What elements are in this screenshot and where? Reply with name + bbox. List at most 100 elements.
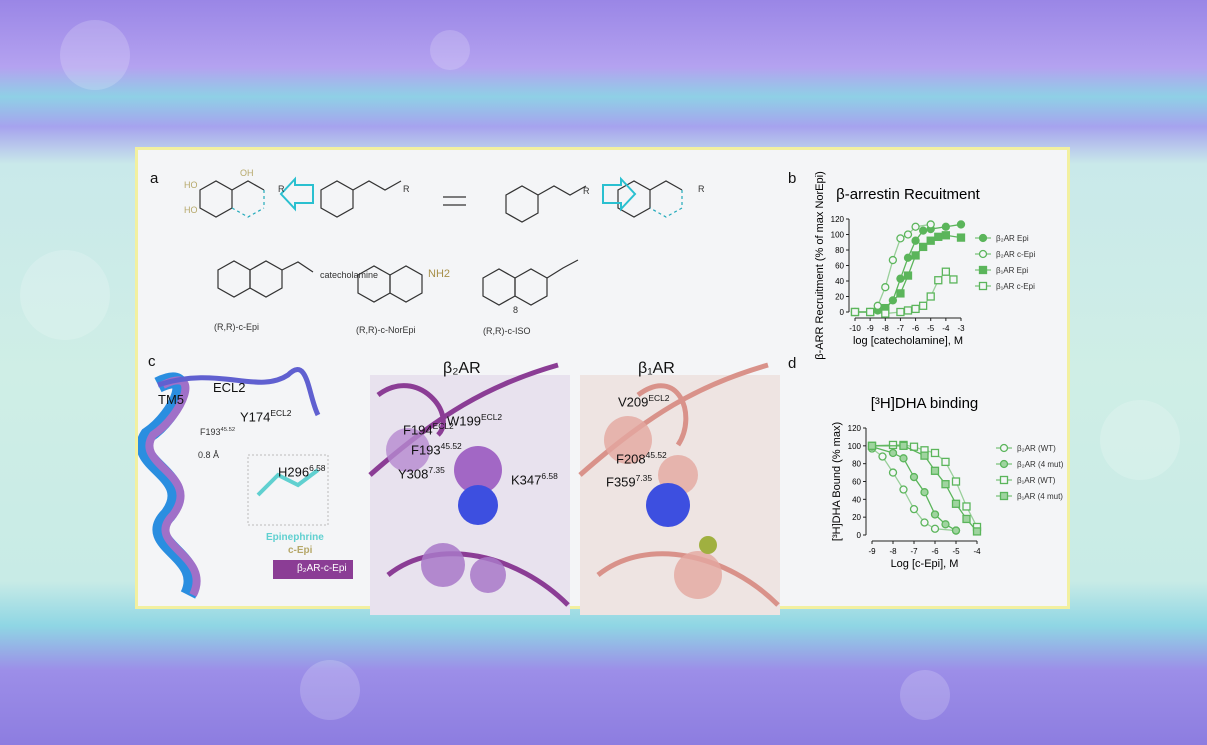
residue-label: H2966.58 (278, 463, 326, 480)
x-tick-label: -5 (927, 324, 935, 333)
data-point (920, 518, 929, 527)
nh2-label: NH2 (428, 268, 451, 280)
compound-name: (R,R)-c-NorEpi (356, 325, 416, 335)
x-tick-label: -7 (897, 324, 905, 333)
y-tick-label: 40 (835, 277, 844, 286)
data-point (903, 271, 913, 280)
legend-label: β₁AR Epi (996, 266, 1028, 275)
data-point (956, 220, 966, 229)
x-tick-label: -6 (912, 324, 920, 333)
data-point (878, 452, 887, 461)
x-tick-label: -4 (973, 547, 981, 556)
y-tick-label: 80 (852, 460, 861, 469)
data-point (896, 289, 905, 298)
protein-structures (138, 362, 780, 615)
arrow-right-icon (602, 176, 637, 212)
residue-label: K3476.58 (511, 471, 558, 488)
arrow-left-icon (279, 176, 314, 212)
legend-label: β₁AR (WT) (1017, 476, 1056, 485)
panel-a-label: a (150, 170, 159, 187)
y-axis-label: β-ARR Recruitment (% of max NorEpi) (814, 171, 826, 359)
panel-d-label: d (788, 355, 797, 372)
data-point (909, 472, 919, 482)
data-point (978, 265, 988, 275)
data-point (999, 443, 1009, 453)
data-point (930, 524, 940, 533)
bokeh-light (300, 660, 360, 720)
data-point (911, 222, 920, 231)
data-point (949, 275, 958, 284)
data-point (899, 454, 908, 463)
x-tick-label: -7 (910, 547, 918, 556)
residue-label: Y3087.35 (398, 465, 445, 482)
residue-label: F3597.35 (606, 473, 653, 490)
legend-label: β₂AR (4 mut) (1017, 460, 1064, 469)
data-point (941, 231, 951, 240)
legend-label: β₂AR (WT) (1017, 444, 1056, 453)
data-point (999, 491, 1009, 501)
data-point (926, 292, 935, 301)
data-point (911, 251, 920, 260)
x-tick-label: -4 (942, 324, 950, 333)
group-label: HO (184, 180, 198, 190)
data-point (934, 276, 943, 285)
data-point (850, 307, 860, 317)
legend-label: β₂AR c-Epi (996, 250, 1035, 259)
y-tick-label: 100 (848, 442, 862, 451)
x-tick-label: -3 (957, 324, 965, 333)
chart-title: [³H]DHA binding (871, 395, 979, 412)
data-point (918, 242, 928, 252)
chart-title: β-arrestin Recuitment (836, 186, 981, 203)
data-point (951, 477, 961, 486)
x-tick-label: -5 (952, 547, 960, 556)
complex-tag: β₂AR-c-Epi (273, 560, 353, 579)
y-tick-label: 120 (848, 424, 862, 433)
data-point (972, 527, 982, 536)
compound-number: 8 (513, 305, 519, 315)
legend-label: β₂AR Epi (996, 234, 1029, 243)
data-point (888, 448, 898, 458)
y-tick-label: 100 (831, 231, 845, 240)
data-point (920, 488, 929, 497)
data-point (978, 249, 988, 259)
data-point (909, 504, 919, 514)
y-axis-label: [³H]DHA Bound (% max) (831, 422, 843, 541)
panel-c-label: c (148, 353, 156, 370)
data-point (920, 451, 929, 460)
y-tick-label: 0 (840, 308, 845, 317)
x-axis-label: Log [c-Epi], M (891, 558, 959, 570)
data-point (999, 475, 1009, 485)
data-point (941, 267, 951, 276)
data-point (918, 226, 928, 235)
residue-label: Y174ECL2 (240, 408, 292, 425)
data-point (899, 441, 908, 450)
bokeh-light (900, 670, 950, 720)
bokeh-light (20, 250, 110, 340)
y-tick-label: 40 (852, 495, 861, 504)
data-point (899, 485, 908, 494)
data-point (881, 309, 890, 318)
residue-label: V209ECL2 (618, 393, 670, 410)
data-point (881, 283, 890, 292)
b1ar-title: β₁AR (638, 360, 675, 377)
epinephrine-label: Epinephrine (266, 532, 324, 543)
data-point (999, 459, 1009, 469)
chart-d: 0 20 40 60 80 100 120 -9 -8 -7 -6 -5 -4 [³H]DHA bindi… (831, 395, 1064, 570)
data-point (941, 480, 950, 489)
x-tick-label: -8 (889, 547, 897, 556)
data-point (941, 457, 950, 467)
panel-b-label: b (788, 170, 797, 187)
tm5-label: TM5 (158, 392, 184, 407)
catecholamine-label: catecholamine (320, 270, 379, 280)
residue-label: F19345.52 (411, 441, 462, 458)
residue-sup: 45.52 (220, 427, 236, 433)
b2ar-title: β₂AR (443, 360, 481, 377)
ecl2-label: ECL2 (213, 380, 246, 395)
x-tick-label: -6 (931, 547, 939, 556)
data-point (888, 440, 898, 450)
bokeh-light (1100, 400, 1180, 480)
residue-label: F194ECL2 (403, 421, 454, 438)
chemical-structures (199, 176, 683, 306)
data-point (903, 230, 913, 239)
cepi-label: c-Epi (288, 545, 313, 556)
